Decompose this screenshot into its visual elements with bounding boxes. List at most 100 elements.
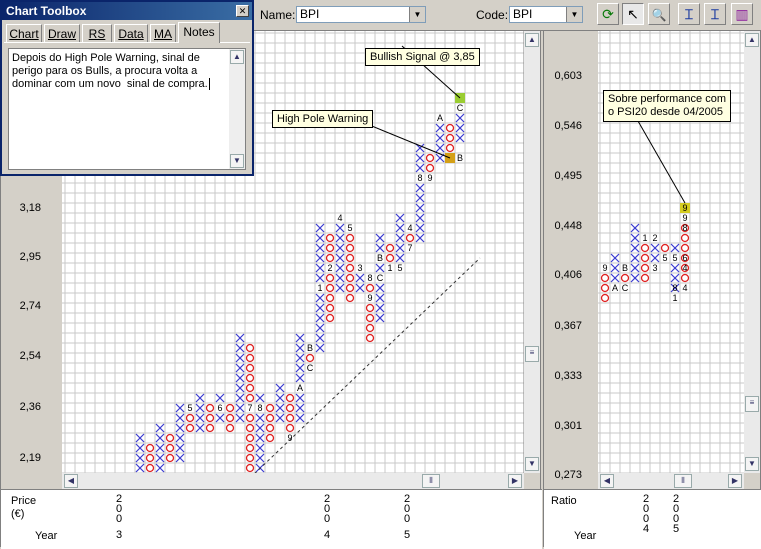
scroll-right-icon[interactable]: ▶ (728, 474, 742, 488)
x-mark (255, 423, 265, 433)
year-digit: 0 (642, 503, 650, 515)
tab-notes[interactable]: Notes (178, 22, 220, 43)
x-mark (610, 253, 620, 263)
o-mark (425, 163, 435, 173)
x-mark (315, 343, 325, 353)
x-mark (155, 423, 165, 433)
tab-ma[interactable]: MA (150, 24, 176, 42)
month-marker: 5 (662, 253, 667, 263)
o-mark (325, 243, 335, 253)
x-mark (315, 263, 325, 273)
x-mark (415, 203, 425, 213)
x-mark (195, 413, 205, 423)
ratio-axis: 0,603 0,546 0,495 0,448 0,406 0,367 0,333 0,301… (544, 31, 598, 481)
zoom-button[interactable]: 🔍 (648, 3, 670, 25)
o-mark (365, 303, 375, 313)
o-mark (145, 453, 155, 463)
x-mark (375, 263, 385, 273)
o-mark (245, 373, 255, 383)
refresh-button[interactable]: ⟳ (597, 3, 619, 25)
scroll-up-icon[interactable]: ▲ (525, 33, 539, 47)
month-marker: A (437, 113, 443, 123)
x-mark (235, 413, 245, 423)
high-pole-warning-callout: High Pole Warning (272, 110, 374, 128)
x-mark (670, 283, 680, 293)
o-mark (245, 453, 255, 463)
indicators-button[interactable]: ▥ (731, 3, 753, 25)
x-mark (670, 243, 680, 253)
x-mark (315, 333, 325, 343)
tab-rs[interactable]: RS (82, 24, 112, 42)
o-mark (245, 353, 255, 363)
x-mark (135, 433, 145, 443)
tab-chart[interactable]: Chart (6, 24, 42, 42)
o-mark (365, 323, 375, 333)
price-tick-label: 2,36 (19, 401, 41, 413)
tab-ma-label: MA (154, 27, 172, 41)
x-mark (275, 413, 285, 423)
scroll-down-icon[interactable]: ▼ (525, 457, 539, 471)
year-digit: 2 (642, 493, 650, 505)
o-mark (445, 123, 455, 133)
o-mark (680, 273, 690, 283)
scroll-right-icon[interactable]: ▶ (508, 474, 522, 488)
o-mark (245, 423, 255, 433)
price-vertical-scrollbar[interactable]: ▲ ≡ ▼ (524, 31, 540, 473)
box-reversal-button[interactable]: ⌶ (678, 3, 700, 25)
x-mark (215, 413, 225, 423)
scroll-down-icon[interactable]: ▼ (745, 457, 759, 471)
year-digit: 2 (115, 493, 123, 505)
x-mark (375, 233, 385, 243)
x-mark (335, 273, 345, 283)
x-mark (155, 433, 165, 443)
o-mark (225, 423, 235, 433)
year-digit: 4 (323, 529, 331, 541)
x-mark (295, 403, 305, 413)
month-marker: 8 (682, 223, 687, 233)
cursor-button[interactable]: ↖ (622, 3, 644, 25)
code-select[interactable]: BPI ▼ (509, 6, 583, 23)
notes-scrollbar[interactable]: ▲ ▼ (229, 49, 245, 169)
x-mark (670, 273, 680, 283)
scroll-thumb[interactable]: ≡ (745, 396, 759, 412)
close-icon[interactable]: ✕ (236, 5, 249, 17)
x-mark (295, 393, 305, 403)
scroll-left-icon[interactable]: ◀ (64, 474, 78, 488)
x-mark (335, 283, 345, 293)
scroll-up-icon[interactable]: ▲ (745, 33, 759, 47)
x-mark (195, 393, 205, 403)
tab-draw[interactable]: Draw (44, 24, 80, 42)
notes-textarea[interactable]: Depois do High Pole Warning, sinal de pe… (8, 48, 246, 170)
rs-horizontal-scrollbar[interactable]: ◀ ⦀ ▶ (598, 473, 744, 489)
scroll-thumb[interactable]: ⦀ (422, 474, 440, 488)
box-reversal-2-button[interactable]: ⌶ (704, 3, 726, 25)
chevron-down-icon[interactable]: ▼ (409, 7, 425, 22)
o-mark (325, 293, 335, 303)
tab-rs-label: RS (88, 27, 106, 41)
o-mark (245, 433, 255, 443)
x-mark (630, 263, 640, 273)
o-mark (600, 293, 610, 303)
scroll-up-icon[interactable]: ▲ (230, 50, 244, 64)
price-horizontal-scrollbar[interactable]: ◀ ⦀ ▶ (62, 473, 524, 489)
o-mark (600, 273, 610, 283)
tab-data[interactable]: Data (114, 24, 148, 42)
o-mark (385, 243, 395, 253)
month-marker: 8 (672, 283, 677, 293)
scroll-left-icon[interactable]: ◀ (600, 474, 614, 488)
o-mark (345, 263, 355, 273)
x-mark (435, 143, 445, 153)
scroll-thumb[interactable]: ⦀ (674, 474, 692, 488)
scroll-thumb[interactable]: ≡ (525, 346, 539, 362)
month-marker: 3 (652, 263, 657, 273)
month-marker: C (457, 103, 464, 113)
rs-vertical-scrollbar[interactable]: ▲ ≡ ▼ (744, 31, 760, 473)
x-mark (235, 373, 245, 383)
text-caret (208, 78, 210, 90)
year-digit: 0 (672, 513, 680, 525)
name-select[interactable]: BPI ▼ (296, 6, 426, 23)
o-mark (265, 413, 275, 423)
scroll-down-icon[interactable]: ▼ (230, 154, 244, 168)
chevron-down-icon[interactable]: ▼ (566, 7, 582, 22)
